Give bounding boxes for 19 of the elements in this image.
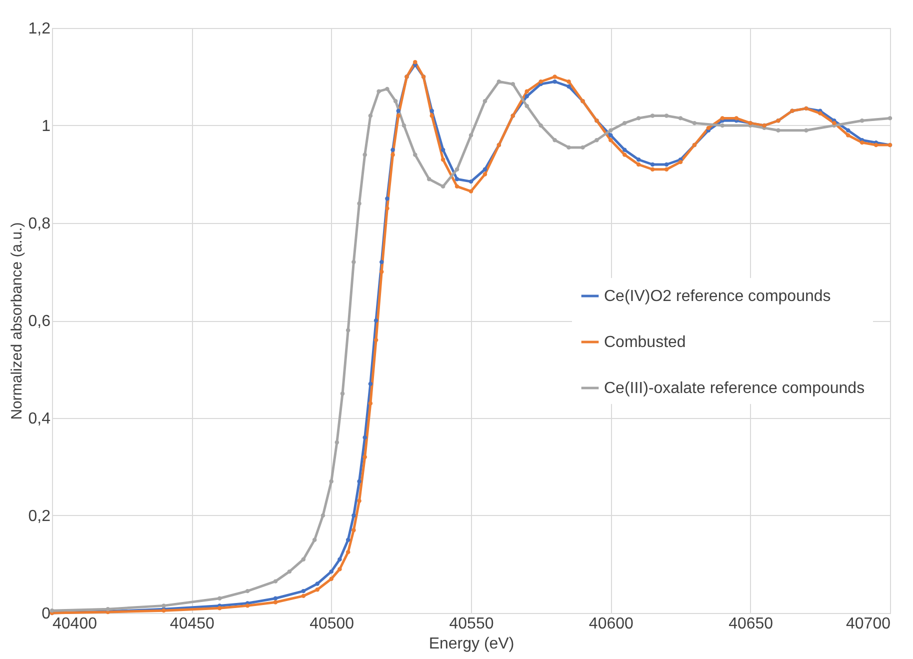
x-tick-label: 40500 [310,616,354,632]
y-tick-label: 0,8 [28,216,51,232]
y-tick-label: 0 [42,606,51,622]
x-tick-label: 40550 [449,616,494,632]
x-tick-label: 40700 [846,616,891,632]
legend-label: Ce(III)-oxalate reference compounds [604,380,865,397]
x-tick-label: 40600 [588,616,634,632]
y-tick-label: 0,2 [28,508,51,525]
legend-label: Combusted [604,334,686,351]
y-tick-label: 1 [42,118,51,135]
y-axis-title: Normalized absorbance (a.u.) [8,222,26,420]
y-tick-label: 0,4 [28,410,51,428]
x-tick-label: 40450 [170,616,215,632]
legend-label: Ce(IV)O2 reference compounds [604,288,831,305]
x-axis-title: Energy (eV) [428,636,514,652]
y-tick-label: 1,2 [28,20,51,38]
y-tick-label: 0,6 [28,313,51,330]
x-tick-label: 40400 [52,616,98,632]
x-tick-label: 40650 [728,616,774,632]
